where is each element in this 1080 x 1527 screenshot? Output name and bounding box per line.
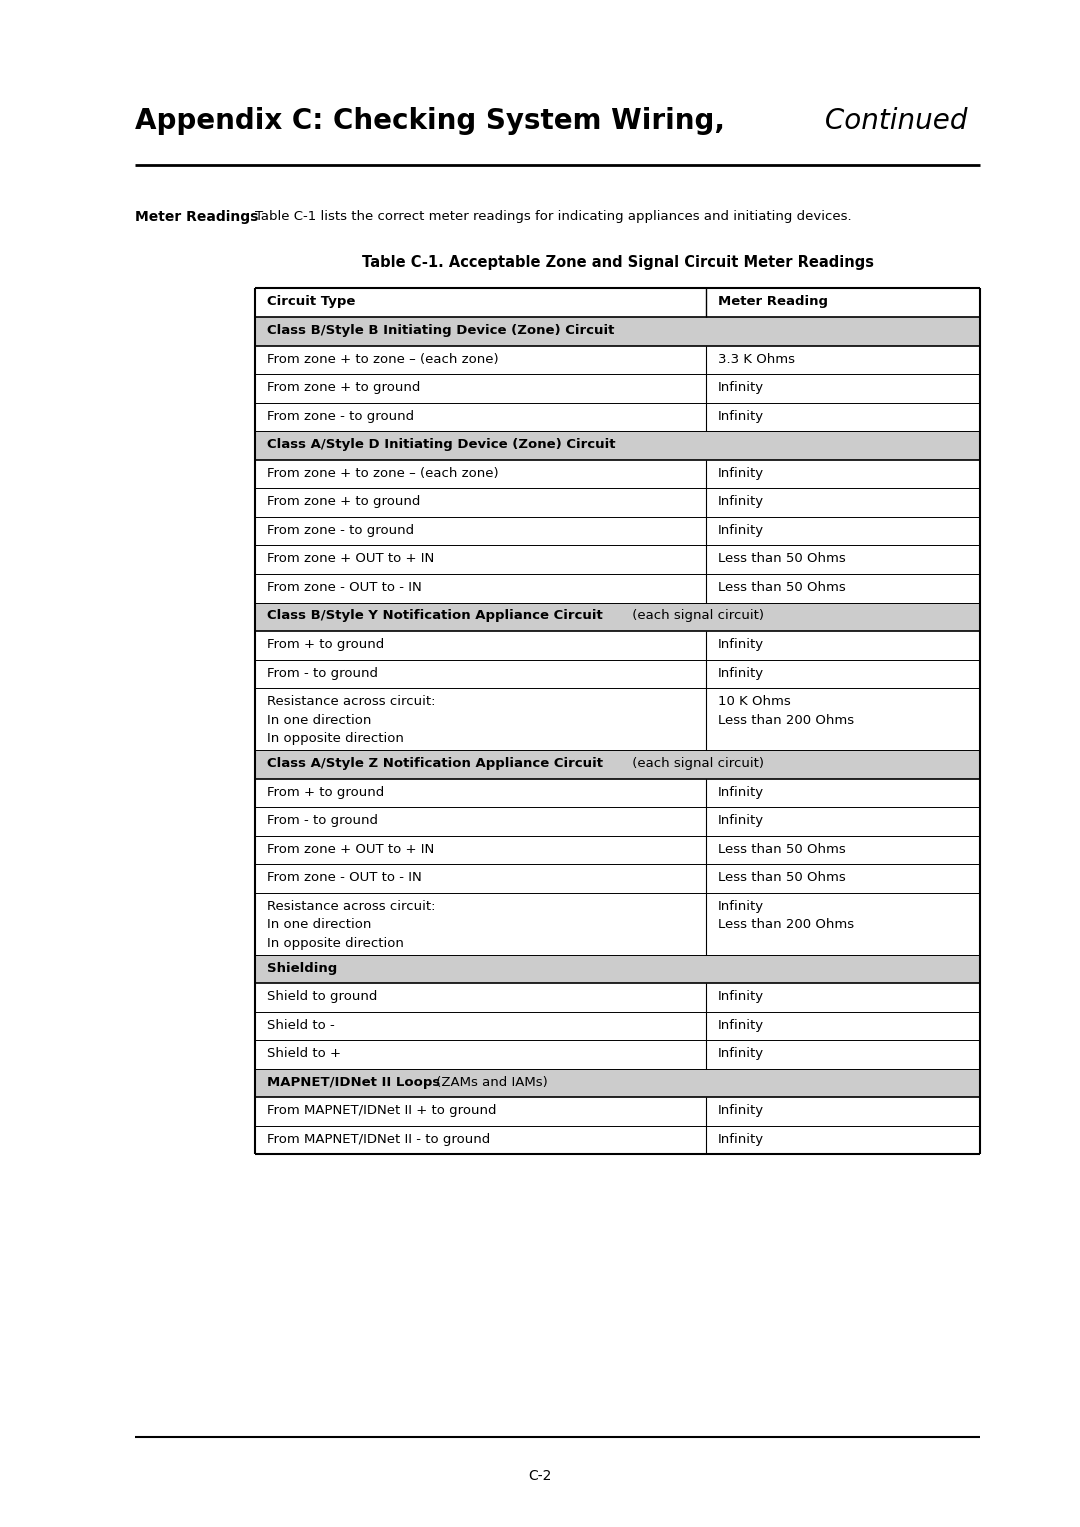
Text: From + to ground: From + to ground (267, 785, 384, 799)
Text: Class A/Style D Initiating Device (Zone) Circuit: Class A/Style D Initiating Device (Zone)… (267, 438, 616, 452)
Bar (255, 289, 980, 318)
Bar (255, 892, 980, 954)
Text: Infinity: Infinity (718, 1019, 764, 1032)
Text: Less than 200 Ohms: Less than 200 Ohms (718, 713, 854, 727)
Text: (each signal circuit): (each signal circuit) (629, 609, 765, 623)
Text: Infinity: Infinity (718, 989, 764, 1003)
Text: (each signal circuit): (each signal circuit) (629, 757, 765, 770)
Text: (ZAMs and IAMs): (ZAMs and IAMs) (432, 1075, 548, 1089)
Bar (255, 347, 980, 374)
Text: Infinity: Infinity (718, 899, 764, 913)
Text: Less than 50 Ohms: Less than 50 Ohms (718, 870, 846, 884)
Text: Infinity: Infinity (718, 785, 764, 799)
Text: From zone - to ground: From zone - to ground (267, 524, 414, 538)
Text: Infinity: Infinity (718, 666, 764, 680)
Text: From zone + OUT to + IN: From zone + OUT to + IN (267, 843, 434, 855)
Bar (255, 779, 980, 806)
Bar (255, 835, 980, 864)
Bar (255, 631, 980, 660)
Text: Resistance across circuit:: Resistance across circuit: (267, 899, 435, 913)
Bar (255, 1040, 980, 1069)
Bar (255, 864, 980, 892)
Bar (255, 374, 980, 403)
Text: Infinity: Infinity (718, 411, 764, 423)
Text: Infinity: Infinity (718, 638, 764, 651)
Bar (255, 660, 980, 689)
Text: Less than 50 Ohms: Less than 50 Ohms (718, 580, 846, 594)
Bar (255, 750, 980, 779)
Text: Infinity: Infinity (718, 467, 764, 479)
Text: Infinity: Infinity (718, 1048, 764, 1060)
Text: Shield to ground: Shield to ground (267, 989, 377, 1003)
Text: 3.3 K Ohms: 3.3 K Ohms (718, 353, 795, 366)
Text: Infinity: Infinity (718, 814, 764, 828)
Text: From zone + to ground: From zone + to ground (267, 382, 420, 394)
Text: In opposite direction: In opposite direction (267, 936, 404, 950)
Text: Shield to +: Shield to + (267, 1048, 341, 1060)
Text: In one direction: In one direction (267, 713, 372, 727)
Text: In one direction: In one direction (267, 918, 372, 931)
Text: Less than 200 Ohms: Less than 200 Ohms (718, 918, 854, 931)
Text: From - to ground: From - to ground (267, 814, 378, 828)
Bar (255, 689, 980, 750)
Text: Less than 50 Ohms: Less than 50 Ohms (718, 553, 846, 565)
Text: Continued: Continued (815, 107, 967, 134)
Text: From zone + to zone – (each zone): From zone + to zone – (each zone) (267, 353, 499, 366)
Bar (255, 1069, 980, 1096)
Bar (255, 518, 980, 545)
Bar (255, 545, 980, 574)
Text: Infinity: Infinity (718, 1133, 764, 1145)
Text: From zone - OUT to - IN: From zone - OUT to - IN (267, 580, 422, 594)
Bar (255, 403, 980, 432)
Bar (255, 574, 980, 603)
Bar (255, 1125, 980, 1154)
Text: Shield to -: Shield to - (267, 1019, 335, 1032)
Text: From zone + to zone – (each zone): From zone + to zone – (each zone) (267, 467, 499, 479)
Text: From MAPNET/IDNet II - to ground: From MAPNET/IDNet II - to ground (267, 1133, 490, 1145)
Bar (255, 318, 980, 347)
Text: Infinity: Infinity (718, 382, 764, 394)
Text: C-2: C-2 (528, 1469, 552, 1483)
Text: Meter Readings: Meter Readings (135, 211, 258, 224)
Text: Resistance across circuit:: Resistance across circuit: (267, 695, 435, 709)
Text: From MAPNET/IDNet II + to ground: From MAPNET/IDNet II + to ground (267, 1104, 497, 1116)
Text: In opposite direction: In opposite direction (267, 731, 404, 745)
Text: Class B/Style Y Notification Appliance Circuit: Class B/Style Y Notification Appliance C… (267, 609, 603, 623)
Text: 10 K Ohms: 10 K Ohms (718, 695, 791, 709)
Text: Class A/Style Z Notification Appliance Circuit: Class A/Style Z Notification Appliance C… (267, 757, 603, 770)
Text: From zone - OUT to - IN: From zone - OUT to - IN (267, 870, 422, 884)
Text: Infinity: Infinity (718, 524, 764, 538)
Text: MAPNET/IDNet II Loops: MAPNET/IDNet II Loops (267, 1075, 441, 1089)
Text: From - to ground: From - to ground (267, 666, 378, 680)
Text: Table C-1. Acceptable Zone and Signal Circuit Meter Readings: Table C-1. Acceptable Zone and Signal Ci… (362, 255, 874, 270)
Bar (255, 603, 980, 631)
Text: Less than 50 Ohms: Less than 50 Ohms (718, 843, 846, 855)
Text: From + to ground: From + to ground (267, 638, 384, 651)
Text: Table C-1 lists the correct meter readings for indicating appliances and initiat: Table C-1 lists the correct meter readin… (255, 211, 852, 223)
Text: Appendix C: Checking System Wiring,: Appendix C: Checking System Wiring, (135, 107, 725, 134)
Bar (255, 1096, 980, 1125)
Text: Shielding: Shielding (267, 962, 337, 974)
Text: From zone - to ground: From zone - to ground (267, 411, 414, 423)
Bar (255, 460, 980, 489)
Text: From zone + to ground: From zone + to ground (267, 495, 420, 508)
Text: Infinity: Infinity (718, 495, 764, 508)
Text: Infinity: Infinity (718, 1104, 764, 1116)
Bar (255, 432, 980, 460)
Bar (255, 954, 980, 983)
Bar (255, 983, 980, 1011)
Text: Circuit Type: Circuit Type (267, 295, 355, 308)
Text: From zone + OUT to + IN: From zone + OUT to + IN (267, 553, 434, 565)
Bar (255, 1011, 980, 1040)
Bar (255, 489, 980, 518)
Text: Class B/Style B Initiating Device (Zone) Circuit: Class B/Style B Initiating Device (Zone)… (267, 325, 615, 337)
Text: Meter Reading: Meter Reading (718, 295, 828, 308)
Bar (255, 806, 980, 835)
